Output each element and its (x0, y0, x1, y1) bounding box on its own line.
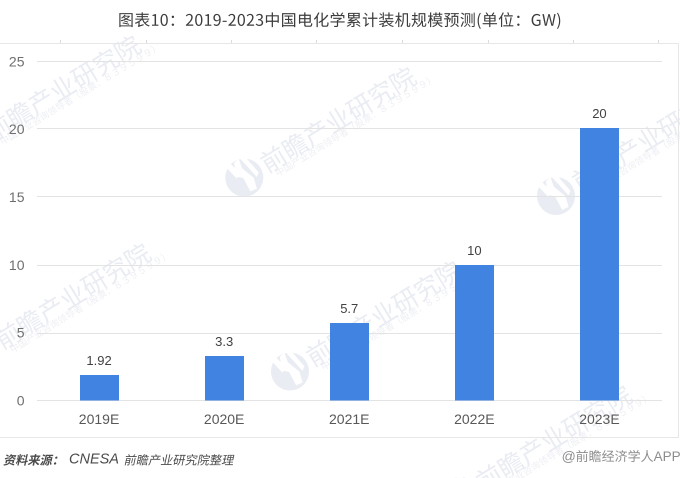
svg-text:15: 15 (9, 189, 25, 205)
svg-text:APP: APP (654, 449, 680, 464)
svg-text:2019E: 2019E (79, 411, 119, 427)
svg-text:20: 20 (592, 106, 606, 121)
svg-text:0: 0 (17, 393, 25, 409)
svg-text:@: @ (562, 448, 576, 464)
svg-text:2020E: 2020E (204, 411, 244, 427)
svg-text:1.92: 1.92 (86, 353, 111, 368)
svg-text:10: 10 (9, 257, 25, 273)
svg-text:CNESA: CNESA (69, 452, 119, 468)
svg-text:20: 20 (9, 121, 25, 137)
svg-text:5.7: 5.7 (340, 301, 358, 316)
svg-text:3.3: 3.3 (215, 334, 233, 349)
svg-text:10: 10 (467, 243, 481, 258)
svg-text:5: 5 (17, 325, 25, 341)
svg-text:2021E: 2021E (329, 411, 369, 427)
svg-text:2022E: 2022E (454, 411, 494, 427)
svg-text:25: 25 (9, 53, 25, 69)
svg-text:2023E: 2023E (579, 411, 619, 427)
